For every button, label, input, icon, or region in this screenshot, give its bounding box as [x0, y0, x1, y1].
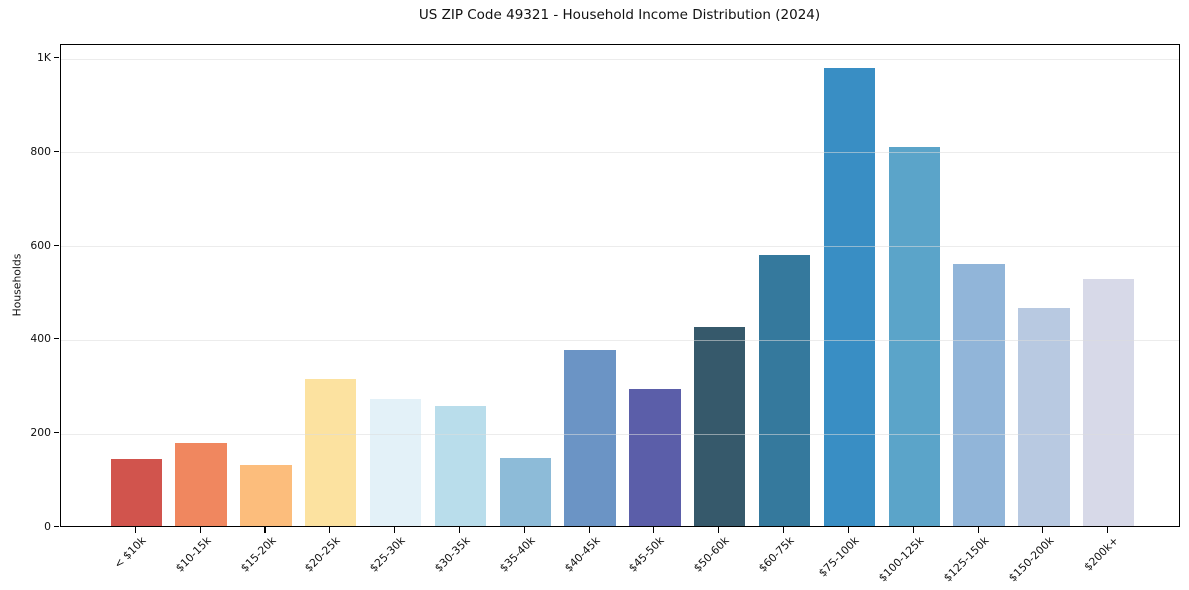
gridline-1K [60, 58, 1179, 60]
y-tick-mark [53, 57, 59, 59]
x-tick-mark [588, 527, 590, 533]
y-tick-label: 600 [30, 238, 51, 252]
x-tick-mark [977, 527, 979, 533]
y-tick-mark [53, 432, 59, 434]
x-tick-mark [458, 527, 460, 533]
gridline-600 [60, 246, 1179, 248]
x-tick-label: $150-200k [1005, 534, 1057, 585]
x-tick-label: $25-30k [367, 534, 408, 575]
bar-$30-35k [434, 405, 487, 526]
x-tick-mark [718, 527, 720, 533]
x-tick-mark [134, 527, 136, 533]
bar-$100-125k [888, 146, 940, 526]
bar-$45-50k [629, 389, 681, 526]
gridline-800 [60, 152, 1179, 154]
x-tick-label: $125-150k [940, 534, 992, 585]
bar-$20-25k [305, 379, 357, 526]
x-tick-mark [1107, 527, 1109, 533]
bar-$150-200k [1018, 307, 1070, 526]
y-tick-label: 400 [30, 332, 51, 346]
x-tick-mark [783, 527, 785, 533]
x-tick-mark [264, 527, 266, 533]
x-tick-label: $20-25k [302, 534, 344, 575]
y-tick-label: 200 [30, 426, 51, 440]
bar-$60-75k [758, 254, 811, 526]
x-tick-label: $35-40k [496, 534, 538, 575]
x-tick-mark [1042, 527, 1044, 533]
x-tick-label: $30-35k [432, 534, 473, 575]
bar-$15-20k [240, 465, 292, 526]
x-tick-label: $40-45k [561, 534, 603, 575]
x-tick-mark [329, 527, 331, 533]
x-tick-label: $75-100k [816, 534, 862, 580]
y-tick-label: 800 [30, 144, 51, 158]
bar-$200k+ [1083, 278, 1135, 526]
x-tick-label: $50-60k [691, 534, 733, 575]
x-tick-mark [523, 527, 525, 533]
bar-$75-100k [823, 67, 876, 526]
y-axis-label: Households [10, 253, 24, 317]
x-tick-mark [653, 527, 655, 533]
x-tick-label: $10-15k [172, 534, 214, 575]
y-tick-label: 1K [37, 51, 51, 65]
plot-area [59, 43, 1180, 527]
x-tick-mark [847, 527, 849, 533]
bar-$25-30k [369, 398, 422, 526]
gridline-400 [60, 339, 1179, 341]
gridline-200 [60, 433, 1179, 435]
x-tick-mark [394, 527, 396, 533]
x-tick-label: $200k+ [1081, 534, 1121, 574]
x-tick-label: $60-75k [756, 534, 797, 575]
x-tick-label: $45-50k [626, 534, 668, 575]
x-tick-mark [199, 527, 201, 533]
x-tick-mark [912, 527, 914, 533]
x-tick-label: $100-125k [876, 534, 927, 585]
bar-$10-15k [175, 442, 227, 526]
y-tick-mark [53, 150, 59, 152]
x-tick-label: < $10k [111, 534, 149, 572]
x-tick-label: $15-20k [237, 534, 279, 575]
bar-< $10k [110, 458, 162, 526]
bar-$35-40k [499, 458, 551, 526]
bar-$50-60k [694, 327, 746, 526]
bar-$125-150k [953, 263, 1005, 526]
y-tick-mark [53, 338, 59, 340]
y-tick-mark [53, 525, 59, 528]
y-tick-label: 0 [44, 520, 51, 533]
chart-title: US ZIP Code 49321 - Household Income Dis… [418, 7, 821, 23]
bar-$40-45k [564, 350, 616, 526]
y-tick-mark [53, 244, 59, 246]
